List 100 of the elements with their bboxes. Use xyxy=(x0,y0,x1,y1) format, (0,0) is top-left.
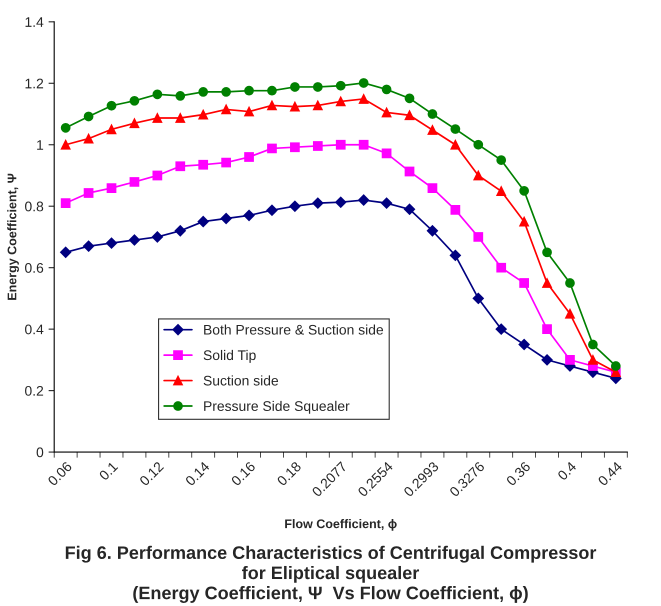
point xyxy=(542,278,552,288)
point xyxy=(358,194,370,206)
point xyxy=(519,278,529,288)
point xyxy=(404,110,414,120)
x-tick-label: 0.44 xyxy=(597,460,623,486)
point xyxy=(198,87,208,97)
point xyxy=(198,160,208,170)
point xyxy=(473,232,484,242)
point xyxy=(290,142,300,152)
point xyxy=(450,124,460,134)
point xyxy=(84,134,94,144)
point xyxy=(244,106,254,116)
point xyxy=(472,292,484,304)
point xyxy=(518,338,530,350)
y-tick-label: 0.6 xyxy=(25,263,44,273)
point xyxy=(290,82,300,92)
point xyxy=(610,361,621,371)
point xyxy=(496,186,506,196)
point xyxy=(588,355,598,365)
point xyxy=(519,186,529,196)
point xyxy=(496,324,507,335)
y-tick-label: 0 xyxy=(36,447,44,458)
x-tick-label: 0.16 xyxy=(230,461,256,486)
point xyxy=(130,96,140,106)
point xyxy=(450,140,460,150)
point xyxy=(106,237,118,249)
legend-label: Suction side xyxy=(204,375,278,386)
y-axis-title: Energy Coefficient, Ψ xyxy=(7,174,19,300)
x-tick-label: 0.36 xyxy=(506,461,531,486)
x-tick-label: 0.18 xyxy=(276,461,302,486)
point xyxy=(382,84,392,94)
point xyxy=(335,196,346,208)
point xyxy=(382,148,392,158)
point xyxy=(450,205,460,215)
point xyxy=(221,87,231,97)
x-axis-title: Flow Coefficient, ϕ xyxy=(285,519,397,531)
y-tick-label: 1.2 xyxy=(26,78,44,88)
legend-label: Pressure Side Squealer xyxy=(204,400,350,414)
y-tick-label: 0.2 xyxy=(25,386,44,396)
point xyxy=(221,104,231,114)
point xyxy=(290,102,300,112)
point xyxy=(519,216,529,226)
point xyxy=(60,198,71,208)
y-tick-label: 0.4 xyxy=(25,324,44,334)
point xyxy=(426,225,438,236)
point xyxy=(152,89,162,100)
point xyxy=(267,144,277,154)
point xyxy=(542,324,552,334)
point xyxy=(496,262,506,273)
point xyxy=(106,183,116,193)
point xyxy=(565,355,575,365)
x-tick-label: 0.1 xyxy=(98,461,118,481)
point xyxy=(128,234,140,246)
point xyxy=(588,340,598,350)
point xyxy=(380,198,392,209)
point xyxy=(174,225,186,236)
point xyxy=(565,308,575,319)
y-tick-label: 1.4 xyxy=(26,17,44,27)
point xyxy=(266,204,278,216)
point xyxy=(267,100,277,110)
y-tick-label: 1 xyxy=(37,140,44,150)
point xyxy=(565,278,575,288)
point xyxy=(358,94,369,104)
point xyxy=(60,246,72,258)
point xyxy=(130,177,140,187)
point xyxy=(382,108,392,118)
text: Fig 6. Performance Characteristics of Centrifugal Compressor for Eliptical squealer (Energy Coefficient, Ψ Vs Flow Coefficient, ϕ) xyxy=(66,546,596,603)
point xyxy=(106,124,116,134)
point xyxy=(130,118,140,128)
point xyxy=(84,112,94,122)
point xyxy=(289,200,301,212)
point xyxy=(175,113,186,123)
y-tick-label: 0.8 xyxy=(25,202,44,212)
point xyxy=(152,170,162,180)
point xyxy=(404,93,414,104)
point xyxy=(267,86,277,96)
legend-label: Solid Tip xyxy=(204,350,256,363)
point xyxy=(220,212,232,224)
point xyxy=(244,152,254,162)
point xyxy=(175,161,186,172)
point xyxy=(541,354,553,366)
point xyxy=(312,198,324,209)
point xyxy=(473,140,484,150)
point xyxy=(312,141,323,151)
point xyxy=(175,91,186,101)
point xyxy=(198,216,209,228)
point xyxy=(473,170,484,180)
point xyxy=(312,82,323,92)
point xyxy=(428,183,438,193)
point xyxy=(221,158,231,168)
point xyxy=(358,140,369,150)
point xyxy=(336,96,346,106)
x-tick-label: 0.06 xyxy=(47,461,72,486)
point xyxy=(496,155,506,165)
x-tick-label: 0.14 xyxy=(184,460,210,486)
x-tick-label: 0.4 xyxy=(556,460,577,481)
point xyxy=(60,140,71,150)
point xyxy=(152,113,162,123)
x-tick-label: 0.12 xyxy=(138,461,164,486)
point xyxy=(404,204,416,215)
